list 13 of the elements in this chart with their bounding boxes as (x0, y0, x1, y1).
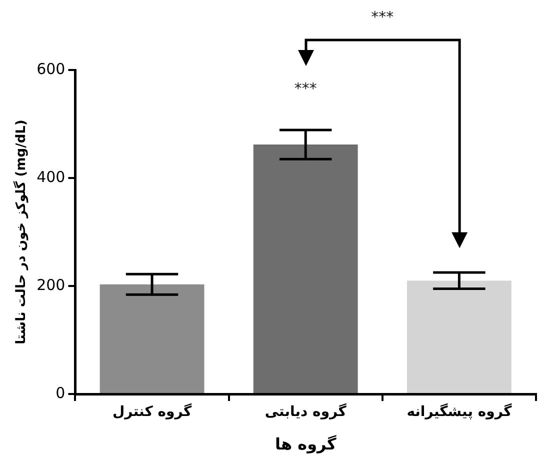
x-tick-label: گروه پیشگیرانه (406, 403, 513, 420)
x-tick-label: گروه دیابتی (264, 403, 348, 420)
y-tick-label: 600 (36, 60, 66, 78)
y-axis-title: گلوکز خون در حالت ناشتا (mg/dL) (13, 120, 30, 344)
y-tick-label: 200 (36, 276, 66, 294)
x-axis-title: گروه ها (274, 434, 337, 454)
x-tick-label: گروه کنترل (112, 403, 192, 420)
y-tick-label: 0 (56, 384, 66, 402)
bar (100, 284, 204, 393)
annotation: *** (294, 79, 318, 98)
bar (406, 280, 512, 393)
text: *** (371, 8, 394, 26)
y-tick-label: 400 (36, 168, 66, 186)
